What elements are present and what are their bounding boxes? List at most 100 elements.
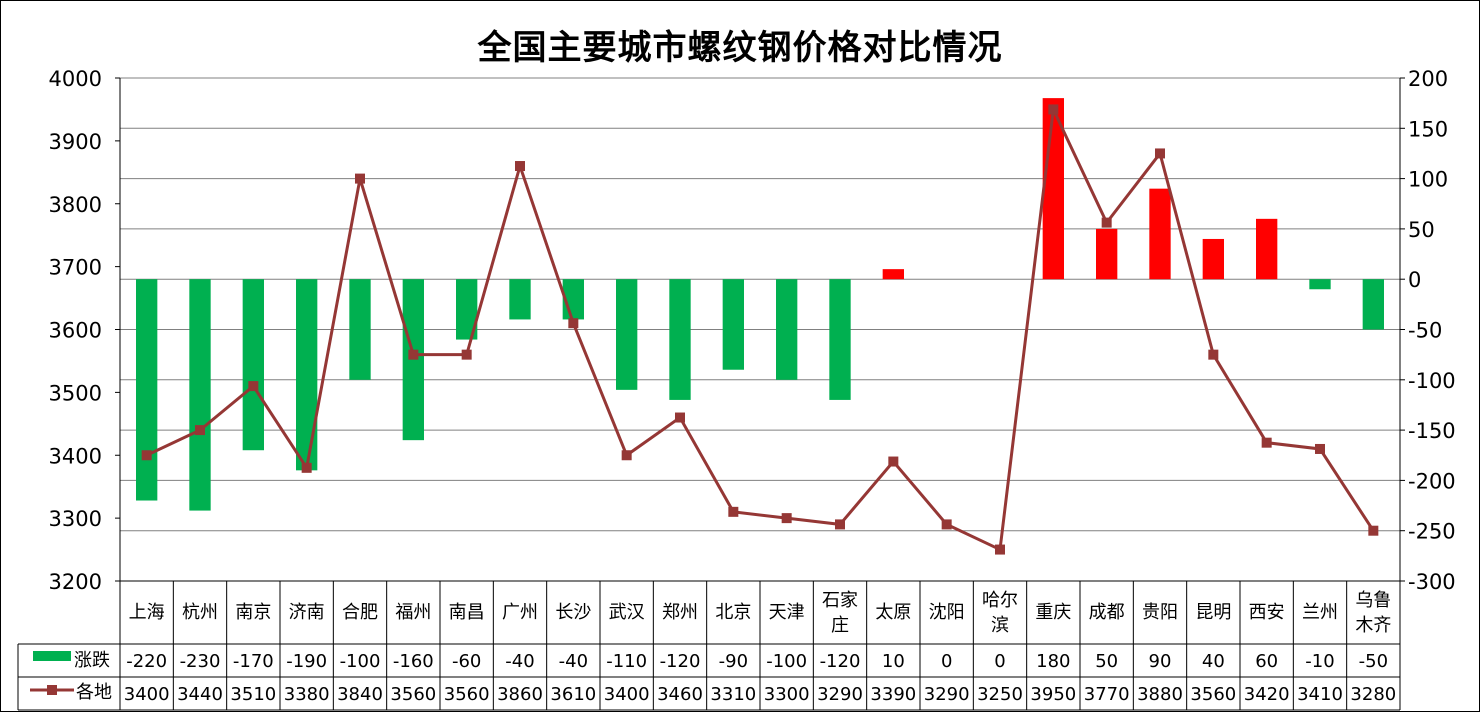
- category-label: 长沙: [555, 602, 591, 623]
- category-label: 重庆: [1035, 602, 1071, 623]
- bar-成都: [1096, 228, 1118, 280]
- price-line: [146, 104, 1375, 552]
- price-marker-广州: [515, 161, 525, 172]
- price-marker-长沙: [568, 318, 579, 329]
- legend-line-marker: [47, 685, 57, 695]
- category-label: 西安: [1249, 602, 1285, 623]
- chart-title: 全国主要城市螺纹钢价格对比情况: [477, 28, 1003, 68]
- change-value: -120: [820, 651, 861, 672]
- price-value: 3840: [337, 684, 383, 705]
- price-marker-石家庄: [835, 519, 845, 530]
- right-tick-label: -250: [1408, 520, 1456, 544]
- price-value: 3880: [1137, 684, 1183, 705]
- price-value: 3390: [870, 684, 916, 705]
- price-value: 3310: [710, 684, 756, 705]
- price-value: 3420: [1244, 684, 1290, 705]
- bar-上海: [136, 279, 158, 501]
- bar-济南: [296, 279, 318, 471]
- price-marker-成都: [1101, 217, 1112, 228]
- price-marker-武汉: [621, 450, 632, 461]
- price-value: 3290: [924, 684, 970, 705]
- bar-武汉: [616, 279, 638, 390]
- change-value: -100: [340, 651, 381, 672]
- price-value: 3560: [390, 684, 436, 705]
- price-marker-昆明: [1208, 349, 1219, 360]
- right-tick-label: 200: [1408, 67, 1448, 91]
- category-label: 太原: [875, 602, 911, 623]
- bar-福州: [402, 279, 424, 441]
- price-marker-天津: [781, 513, 792, 524]
- category-label: 滨: [991, 615, 1009, 636]
- change-value: 10: [882, 651, 905, 672]
- price-value: 3510: [230, 684, 276, 705]
- left-tick-label: 3200: [49, 570, 102, 594]
- change-value: 0: [994, 651, 1005, 672]
- bar-杭州: [189, 279, 211, 511]
- bar-兰州: [1309, 279, 1331, 290]
- category-label: 庄: [831, 615, 849, 636]
- price-value: 3400: [604, 684, 650, 705]
- category-label: 上海: [129, 602, 165, 623]
- price-marker-兰州: [1315, 443, 1325, 454]
- bar-郑州: [669, 279, 691, 400]
- left-tick-label: 3300: [49, 507, 102, 531]
- change-value: 90: [1149, 651, 1172, 672]
- category-label: 郑州: [662, 602, 698, 623]
- price-value: 3380: [284, 684, 330, 705]
- change-value: -220: [126, 651, 167, 672]
- bar-贵阳: [1149, 188, 1171, 280]
- price-marker-太原: [888, 456, 899, 467]
- bar-昆明: [1202, 238, 1224, 280]
- bar-南昌: [456, 279, 478, 340]
- legend-line-label: 各地: [76, 682, 112, 703]
- bar-广州: [509, 279, 531, 320]
- bar-天津: [776, 279, 798, 380]
- category-label: 乌鲁: [1355, 590, 1391, 611]
- category-label: 杭州: [182, 602, 218, 623]
- change-value: -230: [180, 651, 221, 672]
- category-label: 济南: [289, 602, 325, 623]
- price-marker-乌鲁木齐: [1368, 525, 1379, 536]
- category-label: 兰州: [1302, 602, 1338, 623]
- legend-bar-label: 涨跌: [74, 650, 110, 671]
- bar-太原: [882, 269, 904, 280]
- change-value: -40: [559, 651, 588, 672]
- right-tick-label: -200: [1408, 469, 1456, 493]
- change-value: -100: [766, 651, 807, 672]
- left-tick-label: 4000: [49, 67, 102, 91]
- bar-西安: [1256, 218, 1278, 280]
- price-value: 3770: [1084, 684, 1130, 705]
- left-tick-label: 3400: [49, 444, 102, 468]
- price-value: 3560: [444, 684, 490, 705]
- right-tick-label: -50: [1408, 319, 1442, 343]
- category-label: 南昌: [449, 602, 485, 623]
- category-label: 合肥: [342, 602, 378, 623]
- price-marker-上海: [141, 450, 152, 461]
- change-value: -190: [286, 651, 327, 672]
- price-marker-南昌: [461, 349, 472, 360]
- change-value: -90: [719, 651, 748, 672]
- right-tick-label: -100: [1408, 369, 1456, 393]
- change-value: 50: [1095, 651, 1118, 672]
- bar-南京: [242, 279, 264, 451]
- bar-北京: [722, 279, 744, 370]
- price-marker-北京: [728, 506, 739, 517]
- bar-合肥: [349, 279, 371, 380]
- price-value: 3410: [1297, 684, 1343, 705]
- change-value: -120: [660, 651, 701, 672]
- price-marker-福州: [408, 349, 419, 360]
- category-label: 贵阳: [1142, 602, 1178, 623]
- price-value: 3400: [124, 684, 170, 705]
- category-label: 木齐: [1355, 615, 1391, 636]
- bar-乌鲁木齐: [1362, 279, 1384, 330]
- category-label: 北京: [715, 602, 751, 623]
- price-marker-杭州: [195, 425, 205, 436]
- price-marker-济南: [301, 462, 312, 473]
- right-tick-label: 0: [1408, 268, 1421, 292]
- category-label: 福州: [395, 602, 431, 623]
- change-value: 0: [941, 651, 952, 672]
- price-value: 3290: [817, 684, 863, 705]
- change-value: 40: [1202, 651, 1225, 672]
- category-label: 石家: [822, 590, 858, 611]
